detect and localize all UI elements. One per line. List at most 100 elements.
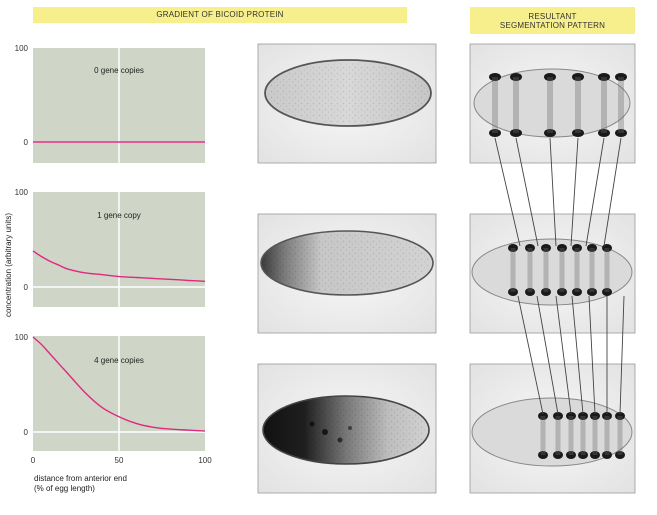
stripe-mark <box>615 129 627 137</box>
stripe-mark <box>598 129 610 137</box>
stripe-mark <box>572 73 584 81</box>
connector-line <box>588 295 596 415</box>
stripe-mark <box>602 288 612 296</box>
stripe-mark <box>553 412 563 420</box>
panel-4-gene-copies: 4 gene copies 100 0 0 50 100 <box>15 333 213 465</box>
connector-line <box>517 295 544 415</box>
panel-1-gene-copy: 1 gene copy 100 0 <box>15 188 206 307</box>
stripe-mark <box>590 412 600 420</box>
stripe-band <box>555 416 561 455</box>
stripe-band <box>540 416 546 455</box>
nuclear-spot <box>337 437 343 443</box>
embryo-texture <box>266 399 426 461</box>
stripe-mark <box>615 412 625 420</box>
stripe-mark <box>572 288 582 296</box>
stripe-mark <box>538 412 548 420</box>
y-tick-0: 0 <box>24 283 29 292</box>
embryo-texture <box>268 63 428 123</box>
connector-line <box>619 295 625 415</box>
stripe-band <box>618 77 624 133</box>
stripe-mark <box>489 73 501 81</box>
stripe-band <box>513 77 519 133</box>
stripe-mark <box>578 451 588 459</box>
stripe-band <box>527 248 533 292</box>
segmentation-header-line1: RESULTANT <box>528 11 577 21</box>
stripe-band <box>492 77 498 133</box>
y-tick-0: 0 <box>24 428 29 437</box>
connector-line <box>570 137 579 247</box>
stripe-mark <box>557 244 567 252</box>
nuclear-spot <box>322 429 328 435</box>
stripe-band <box>574 248 580 292</box>
x-axis-label-line1: distance from anterior end <box>34 474 127 483</box>
nuclear-spot <box>348 426 352 430</box>
segmentation-header-line2: SEGMENTATION PATTERN <box>499 20 606 30</box>
connector-line <box>515 137 539 247</box>
y-axis-label: concentration (arbitrary units) <box>4 213 13 317</box>
panel-label: 0 gene copies <box>94 66 144 75</box>
stripe-mark <box>572 129 584 137</box>
stripe-mark <box>587 288 597 296</box>
bicoid-photo-1-copy <box>257 213 437 334</box>
stripe-mark <box>578 412 588 420</box>
connector-line <box>585 137 605 247</box>
stripe-mark <box>557 288 567 296</box>
stripe-band <box>589 248 595 292</box>
y-tick-100: 100 <box>15 333 29 342</box>
stripe-band <box>601 77 607 133</box>
stripe-band <box>559 248 565 292</box>
stripe-mark <box>615 73 627 81</box>
stripe-band <box>575 77 581 133</box>
stripe-mark <box>598 73 610 81</box>
segmentation-photo-1-copy <box>469 213 636 334</box>
concentration-curve <box>32 250 206 282</box>
segmentation-header-banner: RESULTANT SEGMENTATION PATTERN <box>470 7 635 34</box>
concentration-curve <box>32 336 206 432</box>
stripe-mark <box>510 73 522 81</box>
gradient-header-text: GRADIENT OF BICOID PROTEIN <box>156 10 284 19</box>
stripe-mark <box>541 288 551 296</box>
connector-line <box>549 137 557 247</box>
bicoid-photo-4-copies <box>257 363 437 494</box>
x-tick-100: 100 <box>198 456 212 465</box>
x-axis-label: distance from anterior end (% of egg len… <box>34 474 127 494</box>
stripe-mark <box>525 288 535 296</box>
connector-line <box>571 295 584 415</box>
x-tick-50: 50 <box>115 456 124 465</box>
stripe-mark <box>510 129 522 137</box>
stripe-mark <box>602 451 612 459</box>
panel-label: 1 gene copy <box>97 211 141 220</box>
stripe-group <box>538 412 625 459</box>
stripe-mark <box>538 451 548 459</box>
stripe-mark <box>590 451 600 459</box>
y-tick-100: 100 <box>15 188 29 197</box>
y-tick-100: 100 <box>15 44 29 53</box>
x-axis-label-line2: (% of egg length) <box>34 484 95 493</box>
stripe-band <box>604 416 610 455</box>
stripe-band <box>543 248 549 292</box>
connector-line <box>536 295 559 415</box>
stripe-mark <box>525 244 535 252</box>
stripe-mark <box>489 129 501 137</box>
connector-line <box>555 295 572 415</box>
stripe-mark <box>602 244 612 252</box>
stripe-mark <box>544 73 556 81</box>
stripe-mark <box>566 451 576 459</box>
stripe-mark <box>508 288 518 296</box>
connector-line <box>603 137 622 247</box>
stripe-mark <box>615 451 625 459</box>
embryo <box>473 68 631 138</box>
stripe-band <box>580 416 586 455</box>
stripe-mark <box>566 412 576 420</box>
stripe-band <box>568 416 574 455</box>
stripe-mark <box>544 129 556 137</box>
bicoid-photo-0-copies <box>257 43 437 164</box>
stripe-band <box>617 416 623 455</box>
connector-line <box>494 137 521 247</box>
stripe-band <box>510 248 516 292</box>
stripe-group <box>489 73 627 137</box>
gradient-header-banner: GRADIENT OF BICOID PROTEIN <box>33 7 407 23</box>
y-tick-0: 0 <box>24 138 29 147</box>
stripe-mark <box>508 244 518 252</box>
